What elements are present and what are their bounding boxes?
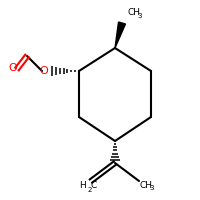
Text: CH: CH (140, 181, 153, 190)
Text: 2: 2 (87, 187, 92, 193)
Text: 3: 3 (138, 13, 142, 19)
Text: 3: 3 (150, 185, 154, 191)
Text: CH: CH (128, 8, 141, 17)
Text: O: O (8, 63, 17, 73)
Text: C: C (91, 182, 97, 190)
Text: O: O (40, 66, 48, 76)
Polygon shape (115, 22, 125, 48)
Text: H: H (79, 182, 86, 190)
